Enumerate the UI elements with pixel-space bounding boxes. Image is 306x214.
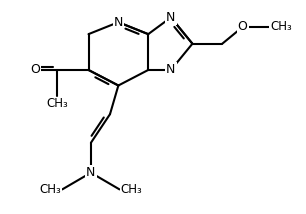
Text: O: O: [30, 64, 40, 76]
Text: N: N: [114, 16, 123, 29]
Text: CH₃: CH₃: [39, 183, 61, 196]
Text: N: N: [166, 64, 176, 76]
Text: CH₃: CH₃: [121, 183, 143, 196]
Text: N: N: [166, 11, 176, 24]
Text: CH₃: CH₃: [270, 21, 292, 33]
Text: O: O: [238, 21, 248, 33]
Text: N: N: [86, 166, 95, 179]
Text: CH₃: CH₃: [47, 97, 68, 110]
